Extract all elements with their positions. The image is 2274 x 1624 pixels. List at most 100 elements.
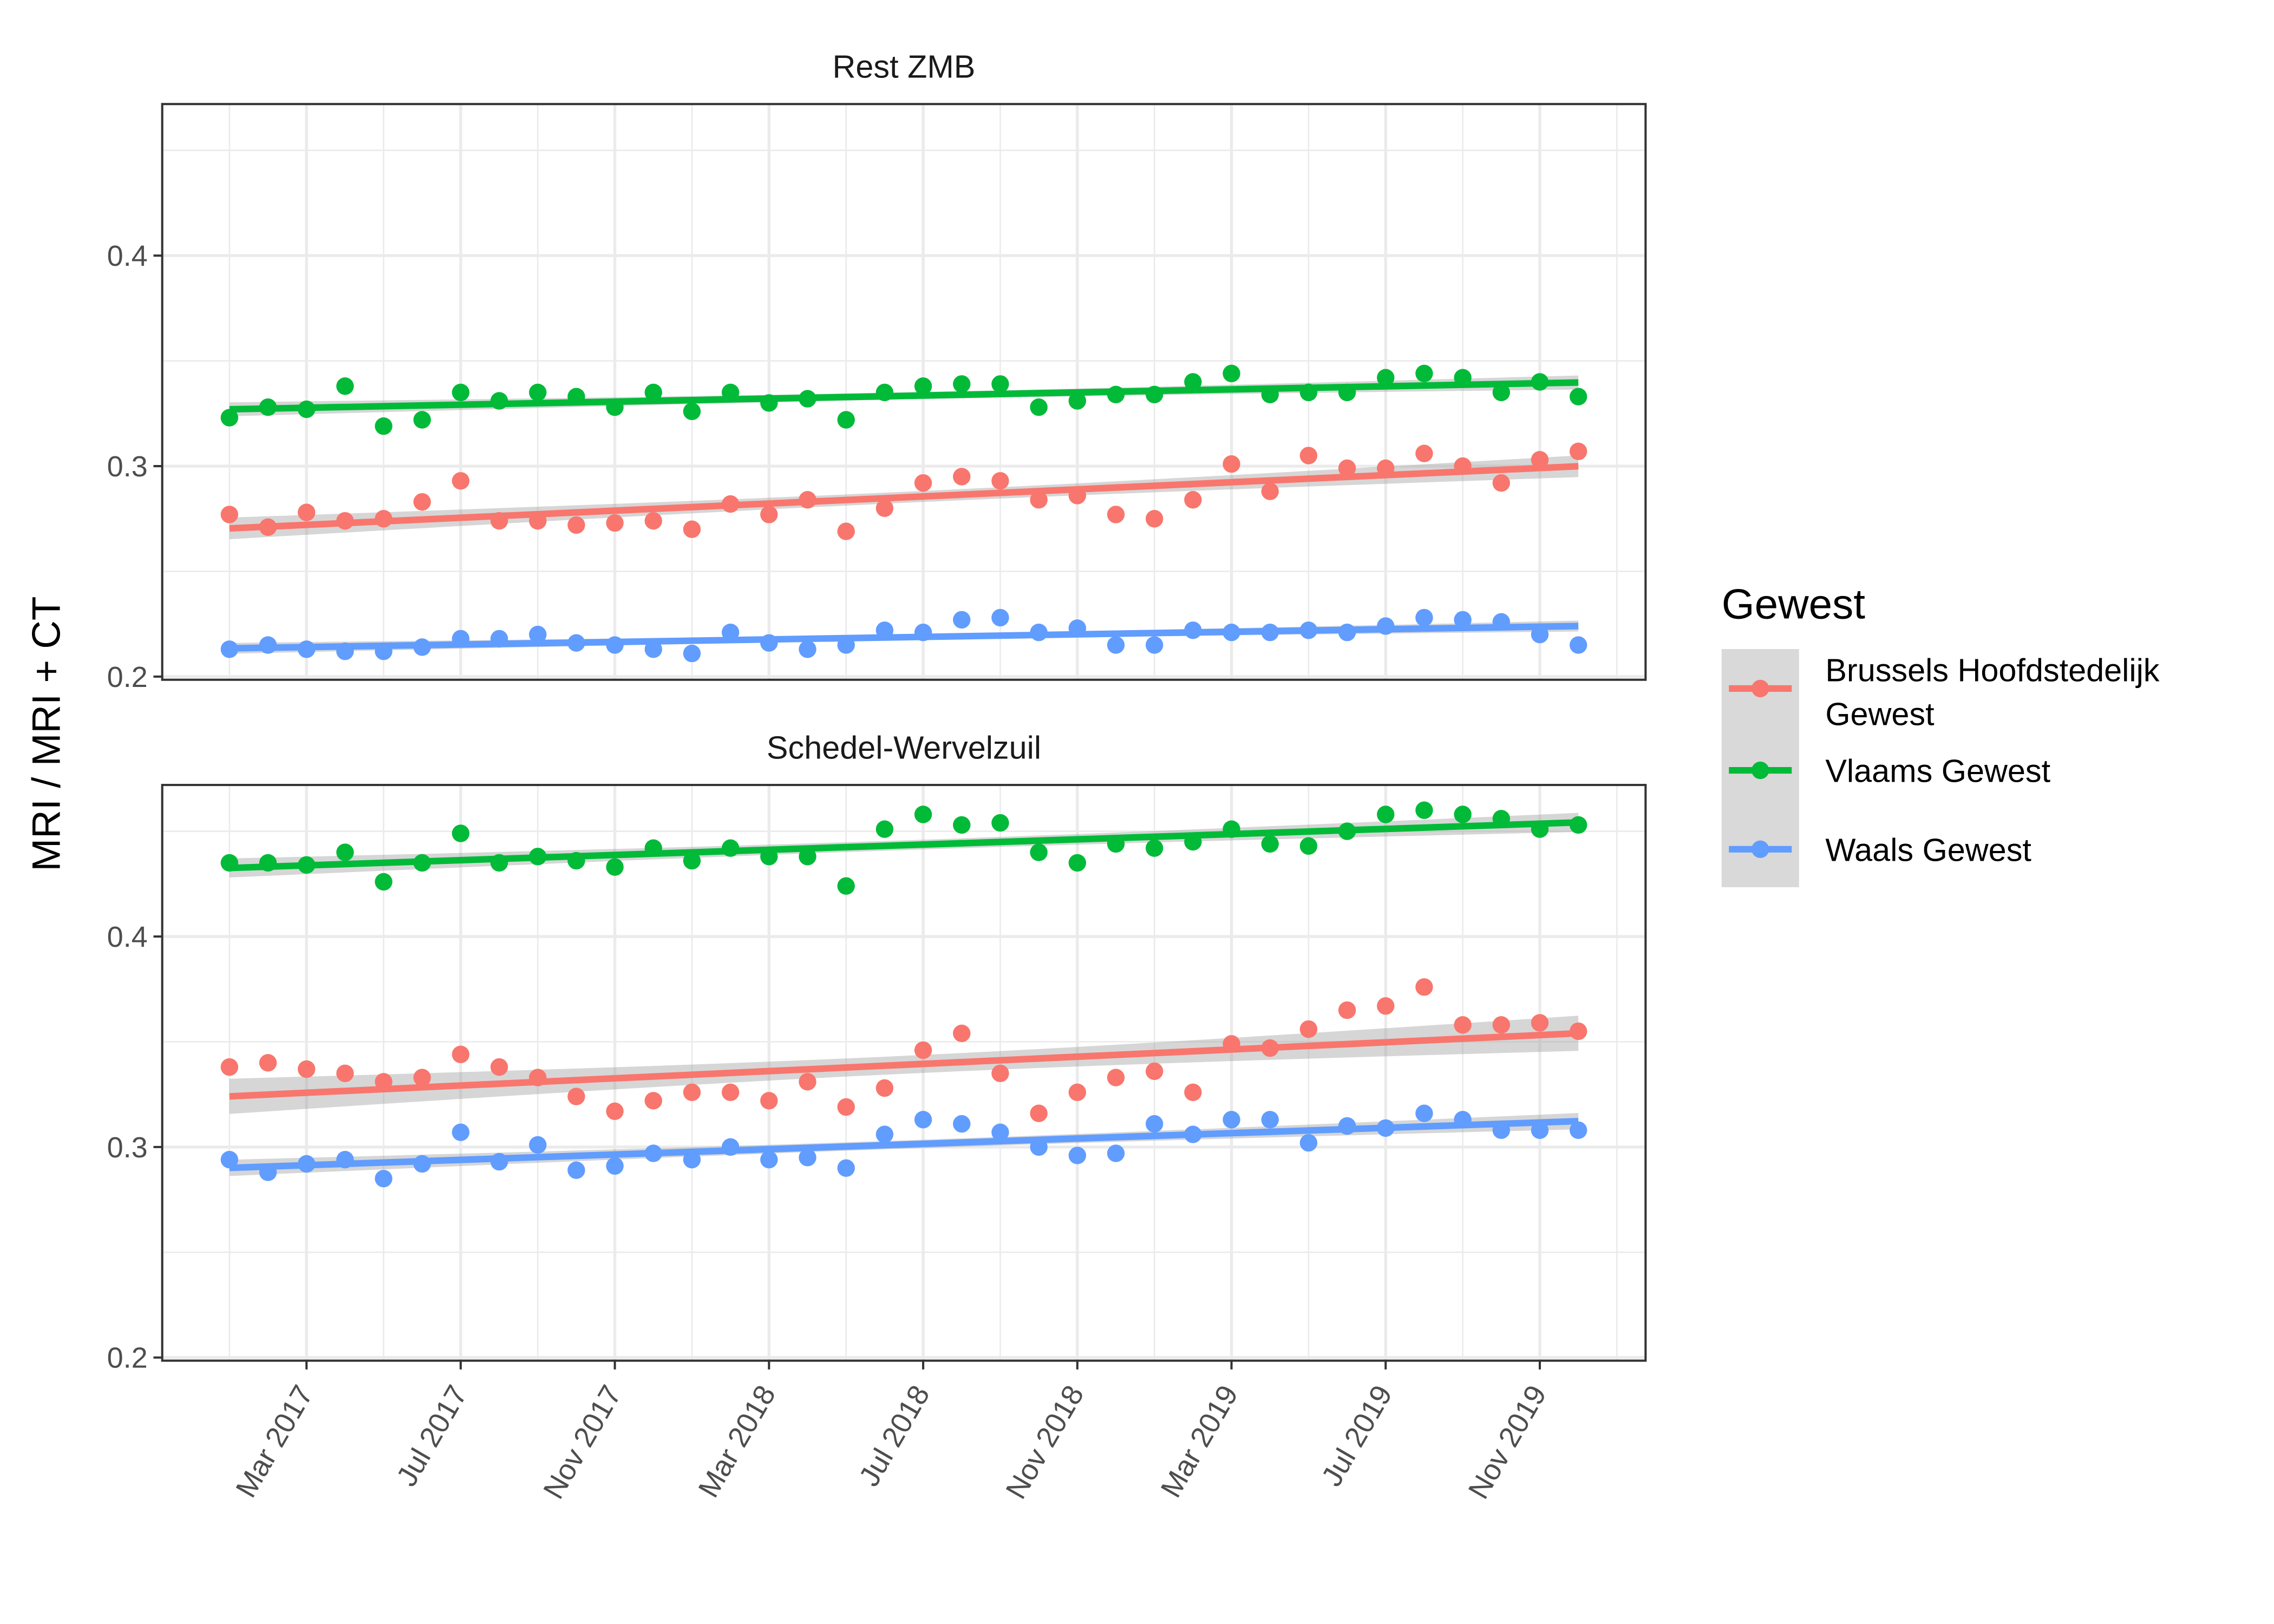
trend-line — [229, 463, 1579, 532]
data-point — [683, 852, 701, 870]
data-point — [1107, 1144, 1125, 1162]
legend-key-point — [1752, 840, 1769, 859]
data-point — [1030, 843, 1048, 861]
data-point — [1569, 636, 1587, 654]
data-point — [1377, 369, 1395, 387]
data-point — [452, 1123, 470, 1141]
data-point — [760, 506, 778, 523]
data-point — [336, 843, 354, 861]
data-point — [875, 1125, 894, 1143]
trend-line — [229, 623, 1579, 652]
panel-border — [161, 784, 1647, 1362]
data-point — [1569, 442, 1587, 461]
panel-border — [161, 103, 1647, 681]
data-point — [1068, 392, 1086, 410]
data-point — [1068, 1083, 1086, 1101]
panel-background — [162, 104, 1646, 680]
data-point — [991, 814, 1009, 832]
data-point — [1068, 1147, 1086, 1164]
legend-entry: Waals Gewest — [1729, 831, 2031, 868]
data-point — [529, 383, 547, 402]
x-tick-label: Mar 2019 — [1154, 1380, 1244, 1503]
data-point — [644, 1092, 662, 1110]
data-point — [1454, 1016, 1472, 1034]
data-point — [914, 806, 932, 823]
data-point — [1299, 837, 1318, 855]
data-point — [1492, 474, 1510, 492]
data-point — [1261, 482, 1279, 500]
panel-0: Rest ZMB 0.2 0.3 0.4 — [107, 49, 1647, 693]
data-point — [452, 383, 470, 402]
data-point — [914, 1041, 932, 1059]
x-tick-label: Mar 2017 — [230, 1380, 319, 1503]
legend-label: Brussels Hoofdstedelijk — [1825, 652, 2159, 688]
data-point — [1454, 611, 1472, 629]
trend-line — [229, 1030, 1579, 1100]
data-point — [1145, 636, 1164, 654]
data-point — [297, 503, 316, 521]
data-point — [606, 858, 624, 876]
y-tick-label: 0.2 — [107, 1342, 148, 1374]
data-point — [1454, 806, 1472, 823]
data-point — [413, 493, 431, 511]
data-point — [220, 1058, 238, 1076]
data-point — [1299, 1020, 1318, 1038]
data-point — [1145, 510, 1164, 528]
legend-label: Gewest — [1825, 696, 1935, 732]
panel-background — [162, 785, 1646, 1361]
data-point — [799, 1073, 816, 1091]
data-point — [1030, 398, 1048, 416]
data-point — [953, 1024, 971, 1043]
trend-line — [229, 819, 1579, 872]
data-point — [953, 611, 971, 629]
panel-title: Rest ZMB — [833, 49, 976, 85]
data-point — [1415, 444, 1433, 462]
panel-1: Schedel-Wervelzuil 0.2 0.3 0.4 Mar 2017 Jul 2… — [107, 729, 1647, 1504]
data-point — [1569, 388, 1587, 405]
data-point — [1531, 451, 1549, 469]
x-tick-label: Mar 2018 — [692, 1380, 782, 1503]
data-point — [837, 522, 855, 540]
data-point — [837, 411, 855, 429]
legend-key-point — [1752, 679, 1769, 698]
y-axis-label: MRI / MRI + CT — [25, 597, 69, 872]
data-point — [1223, 364, 1240, 383]
data-point — [567, 1161, 585, 1179]
x-tick-label: Nov 2019 — [1462, 1380, 1552, 1504]
data-point — [683, 520, 701, 538]
data-point — [567, 516, 585, 534]
data-point — [914, 377, 932, 395]
y-tick-label: 0.4 — [107, 921, 148, 953]
data-point — [1261, 835, 1279, 853]
data-point — [1223, 1111, 1240, 1129]
data-point — [721, 1083, 740, 1101]
data-point — [953, 1115, 971, 1133]
x-tick-label: Nov 2018 — [999, 1380, 1090, 1504]
y-tick-label: 0.4 — [107, 240, 148, 272]
y-tick-label: 0.3 — [107, 1131, 148, 1164]
data-point — [452, 1045, 470, 1063]
data-point — [837, 1159, 855, 1177]
data-point — [1107, 506, 1125, 523]
data-point — [567, 1088, 585, 1105]
data-point — [1184, 373, 1202, 391]
data-point — [336, 377, 354, 395]
data-point — [837, 1098, 855, 1116]
data-point — [220, 506, 238, 523]
data-point — [683, 402, 701, 421]
data-point — [991, 375, 1009, 393]
data-point — [875, 1079, 894, 1097]
data-point — [375, 873, 393, 891]
data-point — [1030, 1104, 1048, 1122]
data-point — [452, 824, 470, 842]
data-point — [1492, 1016, 1510, 1034]
data-point — [220, 640, 238, 658]
data-point — [1415, 978, 1433, 996]
data-point — [799, 848, 816, 866]
data-point — [837, 877, 855, 895]
data-point — [1145, 1062, 1164, 1081]
data-point — [606, 1157, 624, 1175]
data-point — [683, 644, 701, 663]
data-point — [760, 1092, 778, 1110]
